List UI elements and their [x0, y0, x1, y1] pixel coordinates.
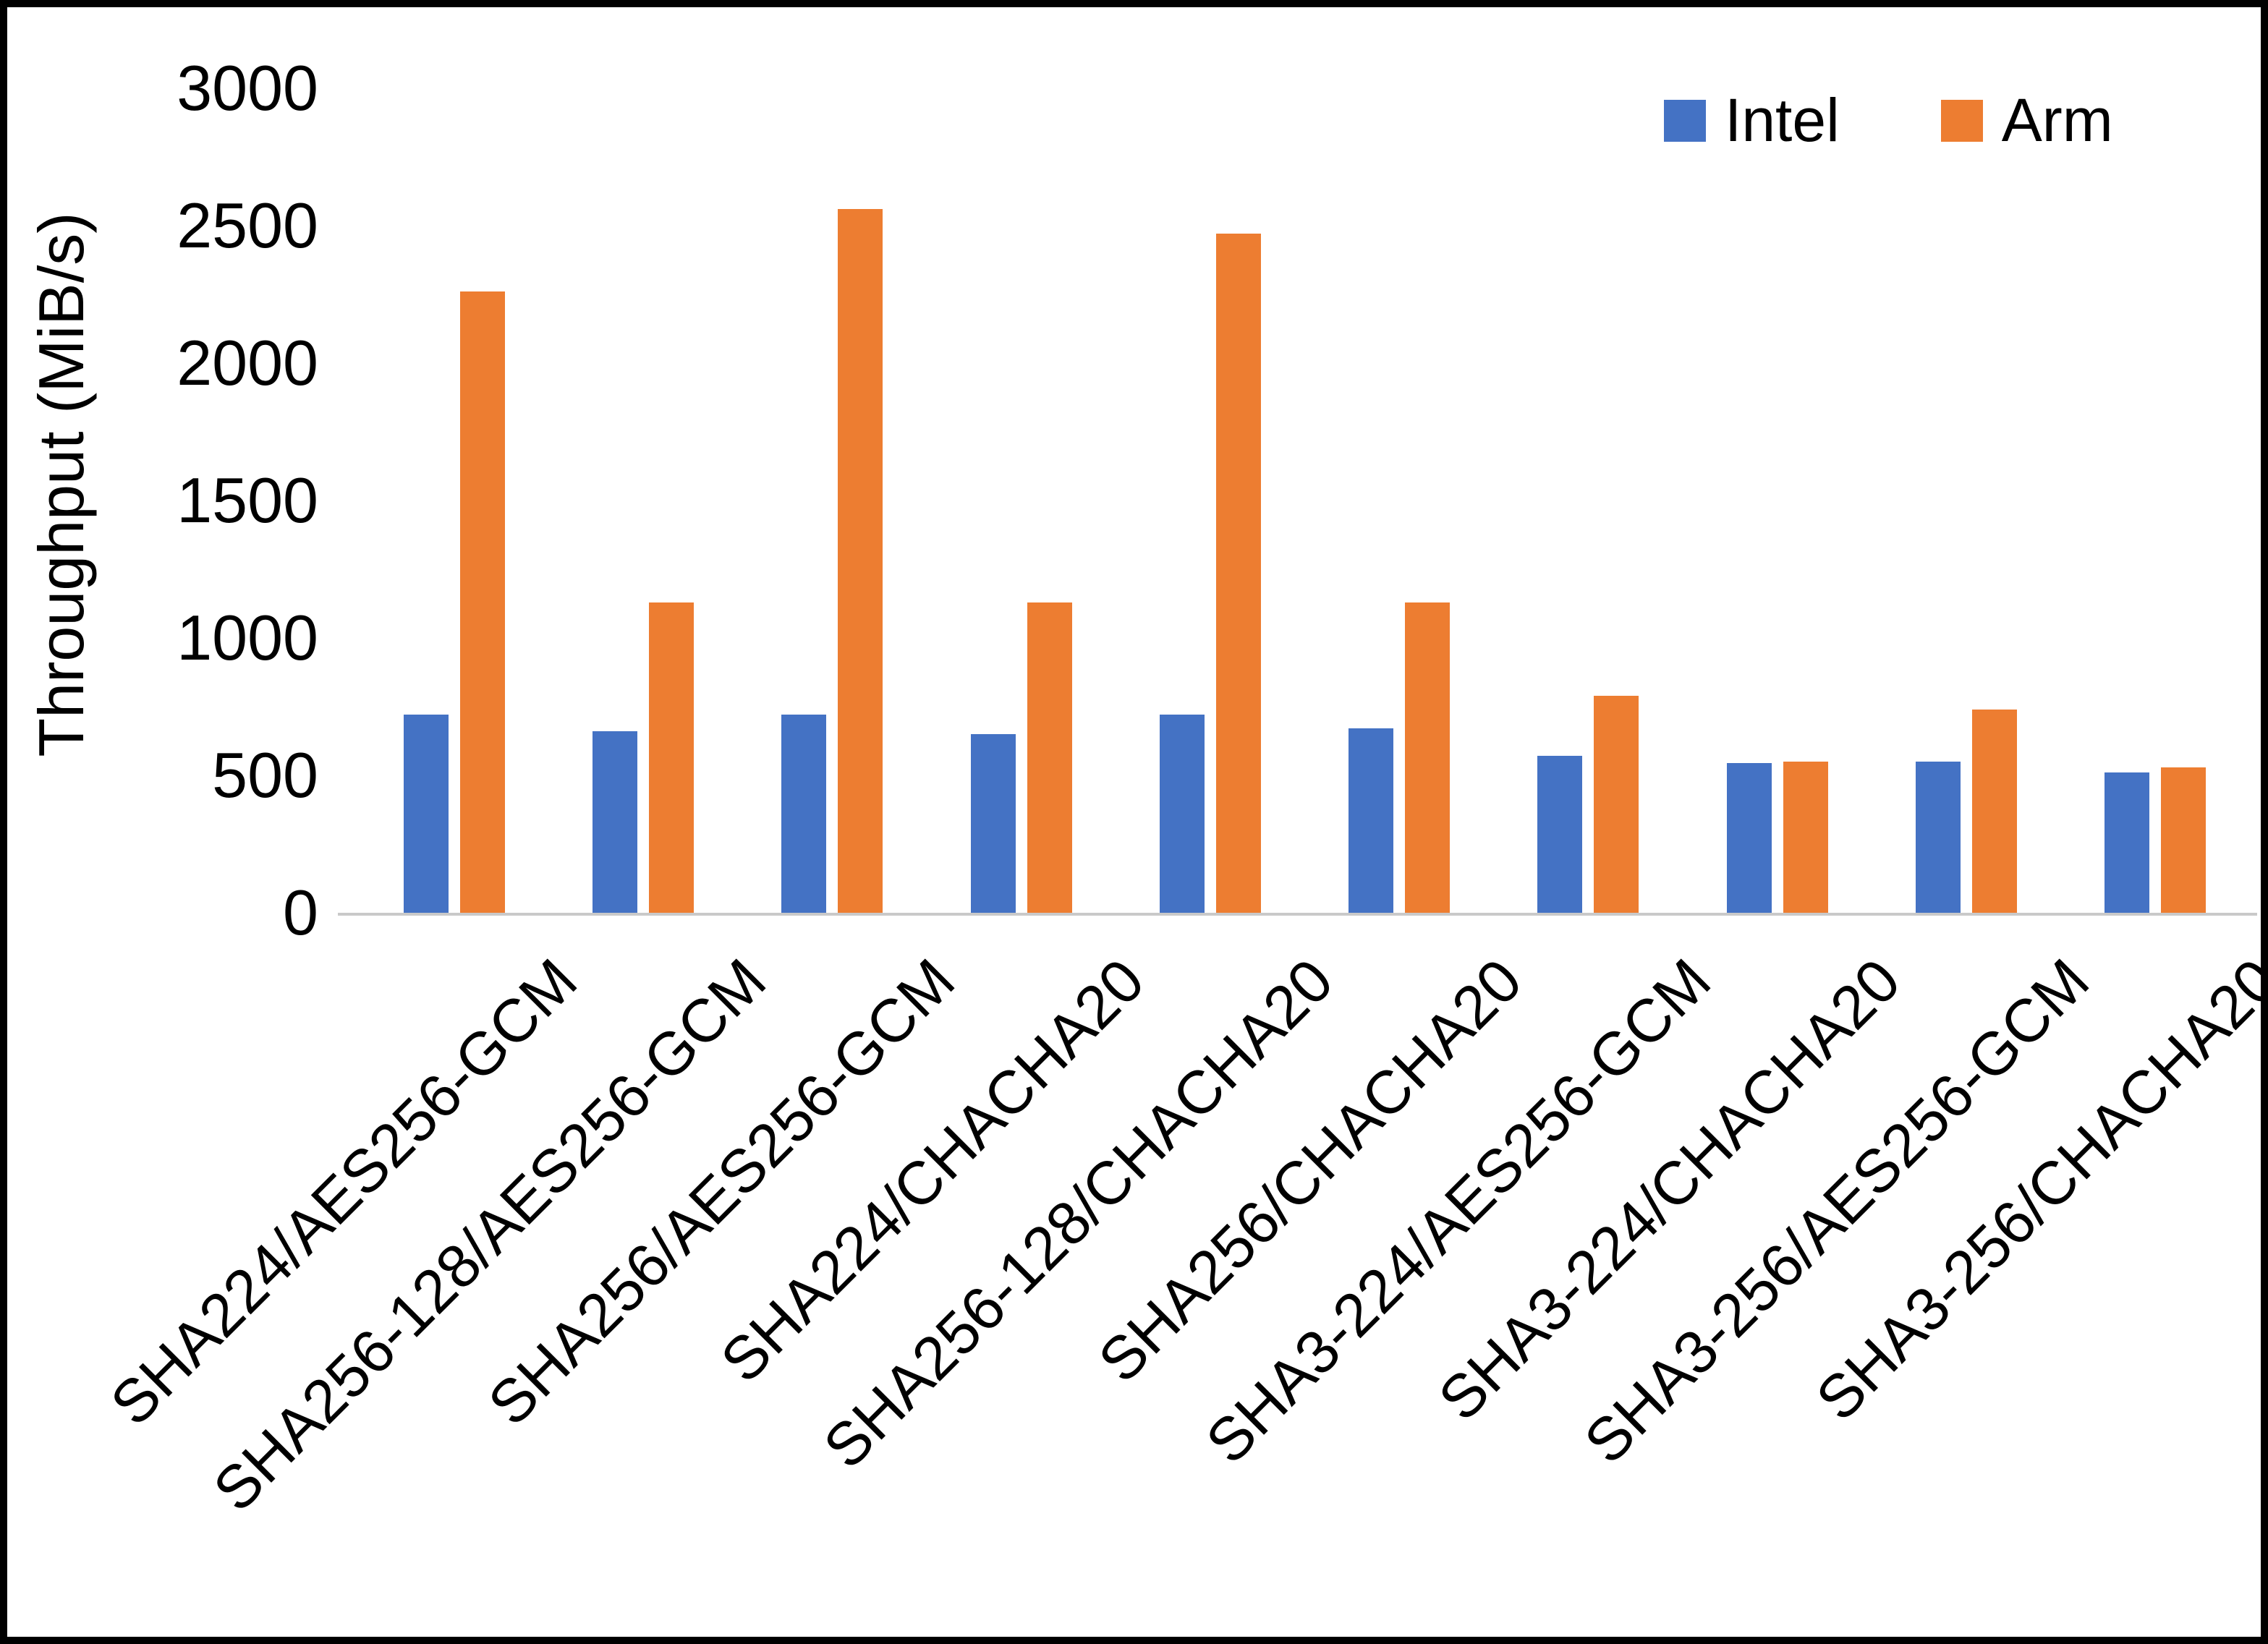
y-tick-label: 1000	[177, 602, 318, 673]
bar-arm	[1215, 234, 1261, 913]
y-tick-label: 500	[212, 739, 318, 811]
bar-intel	[1916, 762, 1961, 913]
bar-arm	[1972, 709, 2018, 913]
legend-item-intel: Intel	[1664, 85, 1840, 156]
bar-intel	[2105, 772, 2150, 913]
legend-swatch-intel-icon	[1664, 99, 1706, 142]
bar-arm	[838, 209, 883, 913]
y-tick-label: 3000	[177, 52, 318, 124]
y-tick-label: 2500	[177, 189, 318, 261]
bar-arm	[1027, 602, 1072, 913]
bar-intel	[781, 715, 827, 913]
category-label: SHA224/AES256-GCM	[97, 945, 590, 1439]
bar-arm	[1594, 695, 1639, 913]
y-tick-label: 0	[283, 877, 318, 948]
bar-intel	[1159, 715, 1205, 913]
bar-intel	[403, 715, 449, 913]
legend-swatch-arm-icon	[1940, 99, 1983, 142]
legend-label-intel: Intel	[1725, 86, 1840, 154]
bar-intel	[970, 734, 1016, 913]
bar-arm	[1405, 602, 1451, 913]
x-axis-line	[338, 913, 2257, 916]
legend: Intel Arm	[1664, 85, 2113, 156]
y-tick-label: 1500	[177, 464, 318, 536]
bar-arm	[1783, 762, 1828, 913]
bar-intel	[1726, 762, 1772, 913]
bar-arm	[2161, 767, 2207, 913]
bar-intel	[1537, 756, 1583, 913]
bar-intel	[1349, 728, 1394, 913]
bar-arm	[648, 602, 694, 913]
bar-intel	[592, 731, 637, 913]
legend-label-arm: Arm	[2001, 86, 2113, 154]
bar-arm	[459, 291, 505, 913]
legend-item-arm: Arm	[1940, 85, 2113, 156]
y-tick-label: 2000	[177, 327, 318, 399]
